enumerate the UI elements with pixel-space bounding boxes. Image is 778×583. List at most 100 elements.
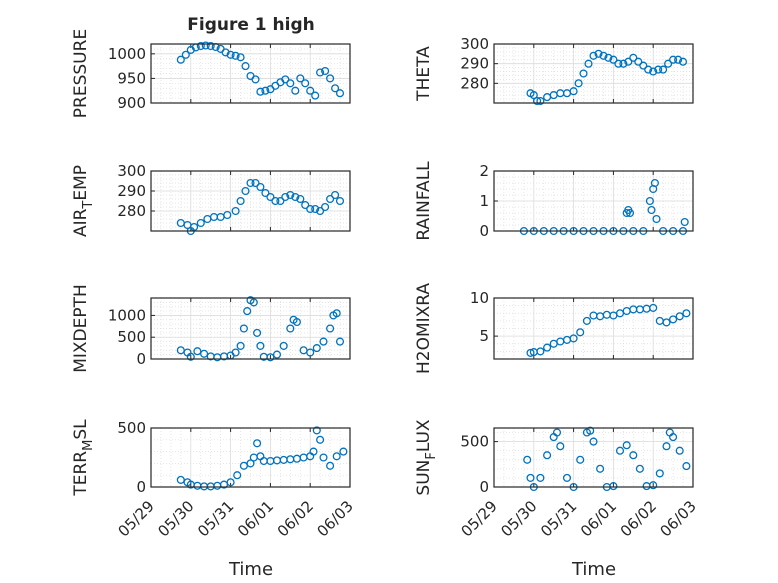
data-point (301, 79, 310, 88)
x-tick-label: 06/01 (234, 497, 277, 540)
data-point (659, 65, 668, 74)
subplot-sun-flux: 0 500 SUNFLUX 05/2905/3005/3106/0106/0206/0… (414, 419, 700, 540)
data-point (543, 343, 552, 352)
data-point (281, 192, 290, 202)
data-point (649, 67, 658, 76)
data-point (236, 53, 245, 62)
x-tick-label: 05/30 (497, 497, 540, 540)
data-point (312, 426, 321, 435)
data-point (266, 353, 275, 362)
data-point (335, 337, 345, 346)
data-point (319, 453, 328, 462)
data-point (533, 96, 542, 106)
data-point (316, 435, 325, 444)
data-point (596, 464, 605, 473)
data-point (196, 41, 205, 51)
data-point (181, 50, 190, 59)
data-point (233, 471, 242, 480)
data-point (556, 89, 565, 98)
data-point (259, 456, 268, 466)
data-point (196, 218, 205, 228)
data-point (526, 473, 535, 482)
data-point (634, 57, 643, 66)
y-tick-label: 300 (117, 162, 146, 180)
axes-box (493, 43, 694, 104)
y-axis-label: SUNFLUX (414, 419, 439, 496)
data-point (562, 335, 572, 344)
subplot-pressure: 900 950 1000 PRESSURE (71, 29, 351, 118)
y-axis-label: RAINFALL (414, 161, 434, 241)
data-point (589, 51, 598, 60)
data-point (609, 55, 618, 64)
x-axis-label-left: Time (228, 559, 273, 580)
data-point (201, 41, 210, 50)
data-point (213, 481, 222, 490)
data-point (272, 350, 282, 359)
data-point (311, 204, 320, 214)
data-point (332, 452, 341, 461)
data-point (301, 200, 310, 210)
y-axis-label: TERRMSL (71, 419, 96, 497)
axes-box (493, 170, 694, 232)
data-point (176, 475, 185, 484)
data-point (662, 442, 671, 451)
data-point (231, 348, 240, 357)
data-point (326, 74, 335, 83)
y-tick-label: 5 (479, 327, 489, 345)
data-point (675, 312, 684, 321)
data-point (569, 87, 578, 96)
data-point (556, 442, 565, 451)
data-point (562, 89, 572, 98)
data-point (523, 455, 532, 464)
data-point (655, 469, 664, 478)
data-point (680, 217, 689, 227)
y-tick-label: 0 (136, 350, 146, 368)
data-point (536, 347, 545, 356)
y-tick-label: 950 (117, 69, 146, 87)
data-point (529, 91, 538, 100)
data-point (206, 41, 215, 51)
y-tick-label: 280 (460, 74, 489, 92)
data-point (543, 451, 552, 460)
data-point (562, 473, 572, 482)
y-tick-label: 0 (479, 222, 489, 240)
data-point (309, 447, 318, 456)
data-point (292, 454, 301, 463)
y-axis-label: PRESSURE (71, 29, 91, 118)
data-point (231, 206, 240, 216)
axes-box (150, 170, 351, 232)
data-point (614, 59, 623, 68)
figure-title: Figure 1 high (187, 15, 315, 35)
y-tick-label: 300 (460, 35, 489, 53)
data-point (241, 62, 250, 71)
data-point (272, 456, 282, 465)
data-point (569, 334, 578, 343)
data-point (316, 68, 325, 77)
data-point (335, 89, 345, 98)
axes-box (493, 427, 694, 488)
data-point (331, 84, 340, 93)
data-point (645, 196, 654, 206)
data-point (256, 182, 265, 192)
data-point (186, 352, 195, 361)
data-point (664, 59, 673, 68)
y-tick-label: 290 (460, 55, 489, 73)
data-point (226, 50, 235, 59)
data-point (200, 482, 209, 491)
data-point (251, 178, 260, 188)
data-point (241, 186, 250, 196)
axes-box (493, 297, 694, 360)
data-point (635, 305, 644, 314)
data-point (582, 316, 591, 325)
data-point (639, 61, 648, 70)
data-point (682, 462, 691, 471)
data-point (193, 347, 202, 356)
data-point (296, 74, 305, 83)
data-point (326, 324, 335, 333)
data-point (239, 461, 248, 470)
data-point (647, 205, 656, 215)
data-point (574, 79, 583, 88)
subplot-h2omixra: 5 10 H2OMIXRA (414, 283, 694, 374)
